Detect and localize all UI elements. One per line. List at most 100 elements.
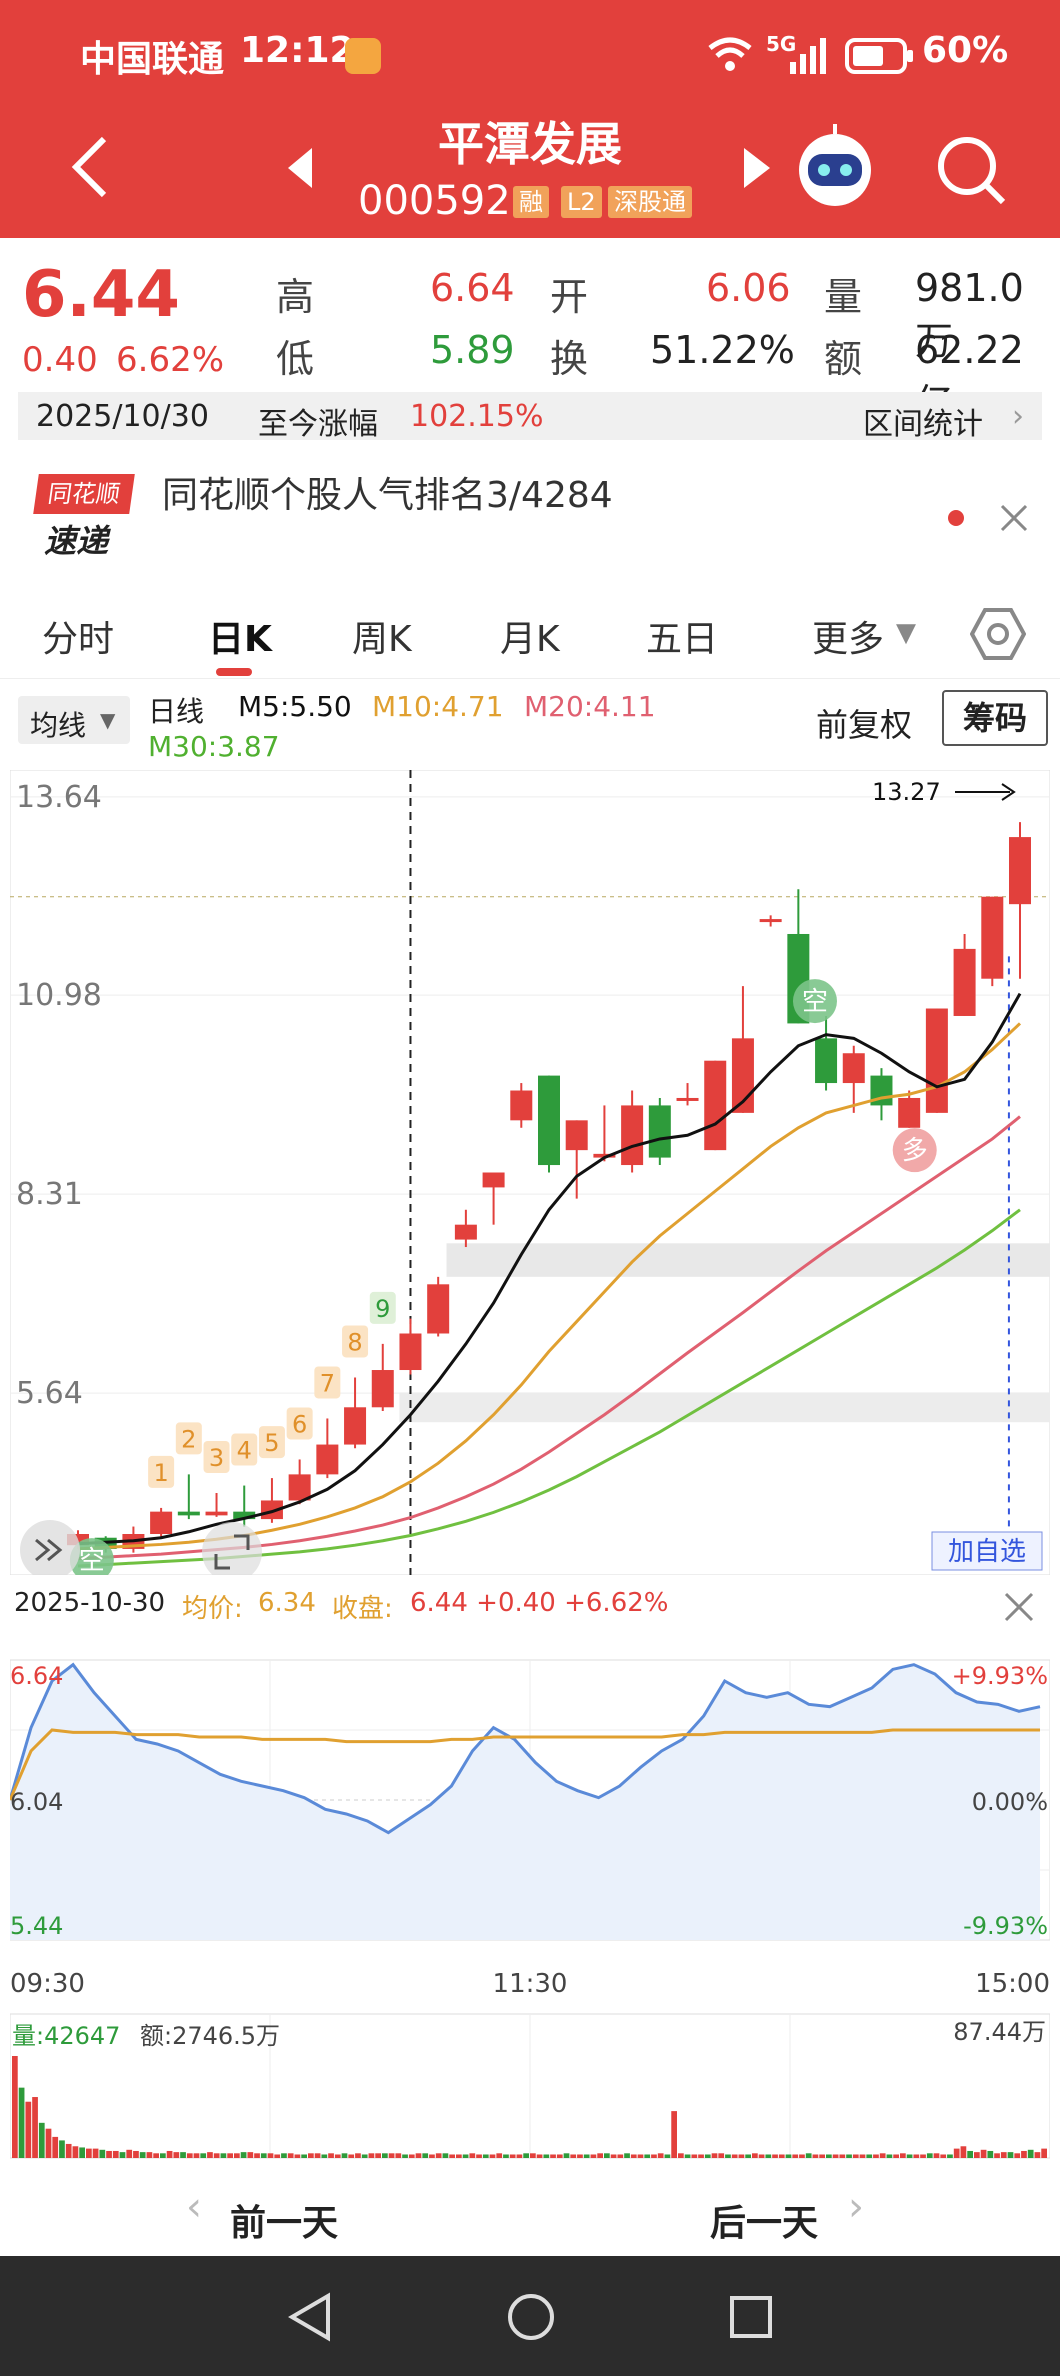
amount-label: 额 bbox=[824, 337, 863, 381]
prev-day-button[interactable]: 前一天 bbox=[230, 2203, 339, 2244]
volume-bar bbox=[449, 2154, 455, 2158]
candle-body bbox=[288, 1474, 311, 1501]
gap-band bbox=[446, 1243, 1050, 1277]
nav-home-icon[interactable] bbox=[506, 2292, 556, 2342]
chips-button[interactable]: 筹码 bbox=[942, 690, 1048, 746]
candle-body bbox=[759, 919, 782, 923]
signal-label: 空 bbox=[802, 987, 828, 1017]
tab-monthly-k[interactable]: 月K bbox=[500, 619, 560, 660]
search-icon[interactable] bbox=[935, 134, 1007, 206]
candle bbox=[205, 1493, 228, 1517]
unread-dot-icon bbox=[948, 510, 964, 526]
volume-bar bbox=[974, 2152, 980, 2158]
volume-bar bbox=[1027, 2149, 1034, 2158]
last-price: 6.44 bbox=[22, 258, 180, 332]
volume-value: 981.0万 bbox=[915, 266, 1024, 363]
candle bbox=[759, 915, 782, 927]
volume-amount: 额:2746.5万 bbox=[140, 2022, 280, 2050]
ma-selector[interactable]: 均线 ▼ bbox=[18, 696, 130, 744]
volume-bar bbox=[456, 2154, 462, 2158]
tag-margin: 融 bbox=[513, 186, 549, 218]
candle bbox=[648, 1097, 671, 1166]
news-banner[interactable]: 同花顺 速递 同花顺个股人气排名3/4284 bbox=[0, 452, 1060, 570]
tab-five-day[interactable]: 五日 bbox=[646, 619, 719, 660]
tab-daily-k[interactable]: 日K bbox=[208, 619, 272, 660]
high-value: 6.64 bbox=[430, 266, 515, 310]
tab-more[interactable]: 更多 bbox=[812, 619, 885, 660]
badge-bg bbox=[175, 1422, 202, 1455]
volume-label: 量:42647 bbox=[12, 2022, 120, 2050]
settings-hex-icon[interactable] bbox=[970, 606, 1026, 662]
logo-top: 同花顺 bbox=[33, 474, 135, 514]
candle bbox=[565, 1120, 588, 1199]
next-stock-icon[interactable] bbox=[744, 148, 770, 188]
badge-bg bbox=[203, 1441, 230, 1474]
badge-bg bbox=[369, 1291, 396, 1324]
range-stats-link[interactable]: 区间统计 bbox=[863, 407, 983, 442]
volume-bar bbox=[523, 2153, 529, 2158]
y-right-label: +9.93% bbox=[952, 1662, 1048, 1690]
volume-bar bbox=[752, 2153, 758, 2158]
candle bbox=[815, 1015, 838, 1091]
tab-weekly-k[interactable]: 周K bbox=[352, 619, 412, 660]
volume-bar bbox=[1014, 2153, 1021, 2158]
candle-body bbox=[953, 948, 976, 1016]
candle-body bbox=[815, 1038, 838, 1084]
candle-body bbox=[150, 1511, 173, 1535]
fq-label[interactable]: 前复权 bbox=[816, 706, 913, 744]
add-watch-button[interactable]: 加自选 bbox=[948, 1537, 1026, 1567]
badge-bg bbox=[286, 1407, 313, 1440]
volume-bar bbox=[725, 2154, 731, 2158]
prev-stock-icon[interactable] bbox=[288, 148, 314, 188]
y-right-label: 0.00% bbox=[972, 1788, 1048, 1816]
back-icon[interactable] bbox=[70, 135, 110, 199]
candle bbox=[898, 1090, 921, 1128]
robot-assistant-icon[interactable] bbox=[790, 120, 880, 210]
volume-bar bbox=[321, 2154, 328, 2158]
volume-bar bbox=[597, 2153, 603, 2158]
volume-bar bbox=[38, 2122, 45, 2158]
close-icon[interactable] bbox=[1000, 504, 1028, 532]
tag-l2: L2 bbox=[561, 186, 602, 218]
countdown-badge: 2 bbox=[181, 1425, 196, 1453]
volume-bar bbox=[260, 2153, 267, 2158]
next-day-button[interactable]: 后一天 bbox=[710, 2203, 819, 2244]
news-text: 同花顺个股人气排名3/4284 bbox=[162, 475, 613, 516]
volume-bar bbox=[913, 2154, 920, 2158]
volume-bar bbox=[556, 2154, 563, 2158]
volume-bar bbox=[193, 2153, 200, 2158]
volume-bar bbox=[664, 2154, 671, 2158]
volume-bar bbox=[778, 2154, 785, 2158]
volume-bar bbox=[933, 2153, 940, 2158]
tab-indicator bbox=[216, 668, 252, 676]
volume-bar bbox=[240, 2152, 247, 2158]
candle-body bbox=[704, 1060, 727, 1151]
nav-recents-icon[interactable] bbox=[728, 2294, 774, 2340]
nav-back-icon[interactable] bbox=[288, 2292, 332, 2342]
low-value: 5.89 bbox=[430, 328, 515, 372]
close-icon[interactable] bbox=[1004, 1592, 1034, 1622]
candle bbox=[482, 1172, 505, 1225]
intraday-chart[interactable]: 6.64 6.04 5.44 +9.93% 0.00% -9.93% bbox=[10, 1640, 1050, 1960]
volume-bar bbox=[704, 2154, 711, 2158]
stock-name: 平潭发展 bbox=[438, 117, 622, 171]
volume-bar bbox=[402, 2154, 408, 2158]
candle-body bbox=[565, 1120, 588, 1151]
tab-intraday[interactable]: 分时 bbox=[42, 619, 115, 660]
range-label: 至今涨幅 bbox=[258, 407, 378, 442]
volume-bar bbox=[718, 2153, 725, 2158]
volume-bar bbox=[590, 2154, 597, 2158]
badge-bg bbox=[258, 1426, 285, 1459]
volume-bar bbox=[604, 2153, 610, 2158]
x-tick-label: 15:00 bbox=[975, 1969, 1050, 1999]
candle bbox=[150, 1507, 173, 1538]
volume-bar bbox=[72, 2146, 79, 2158]
volume-bar bbox=[637, 2154, 644, 2158]
range-stats-bar[interactable]: 2025/10/30 至今涨幅 102.15% 区间统计 › bbox=[18, 392, 1042, 442]
period-label: 日线 bbox=[148, 695, 205, 728]
chevron-right-icon: › bbox=[848, 2184, 864, 2230]
volume-bar bbox=[550, 2154, 556, 2158]
candle bbox=[177, 1474, 200, 1520]
volume-bar bbox=[415, 2153, 422, 2158]
